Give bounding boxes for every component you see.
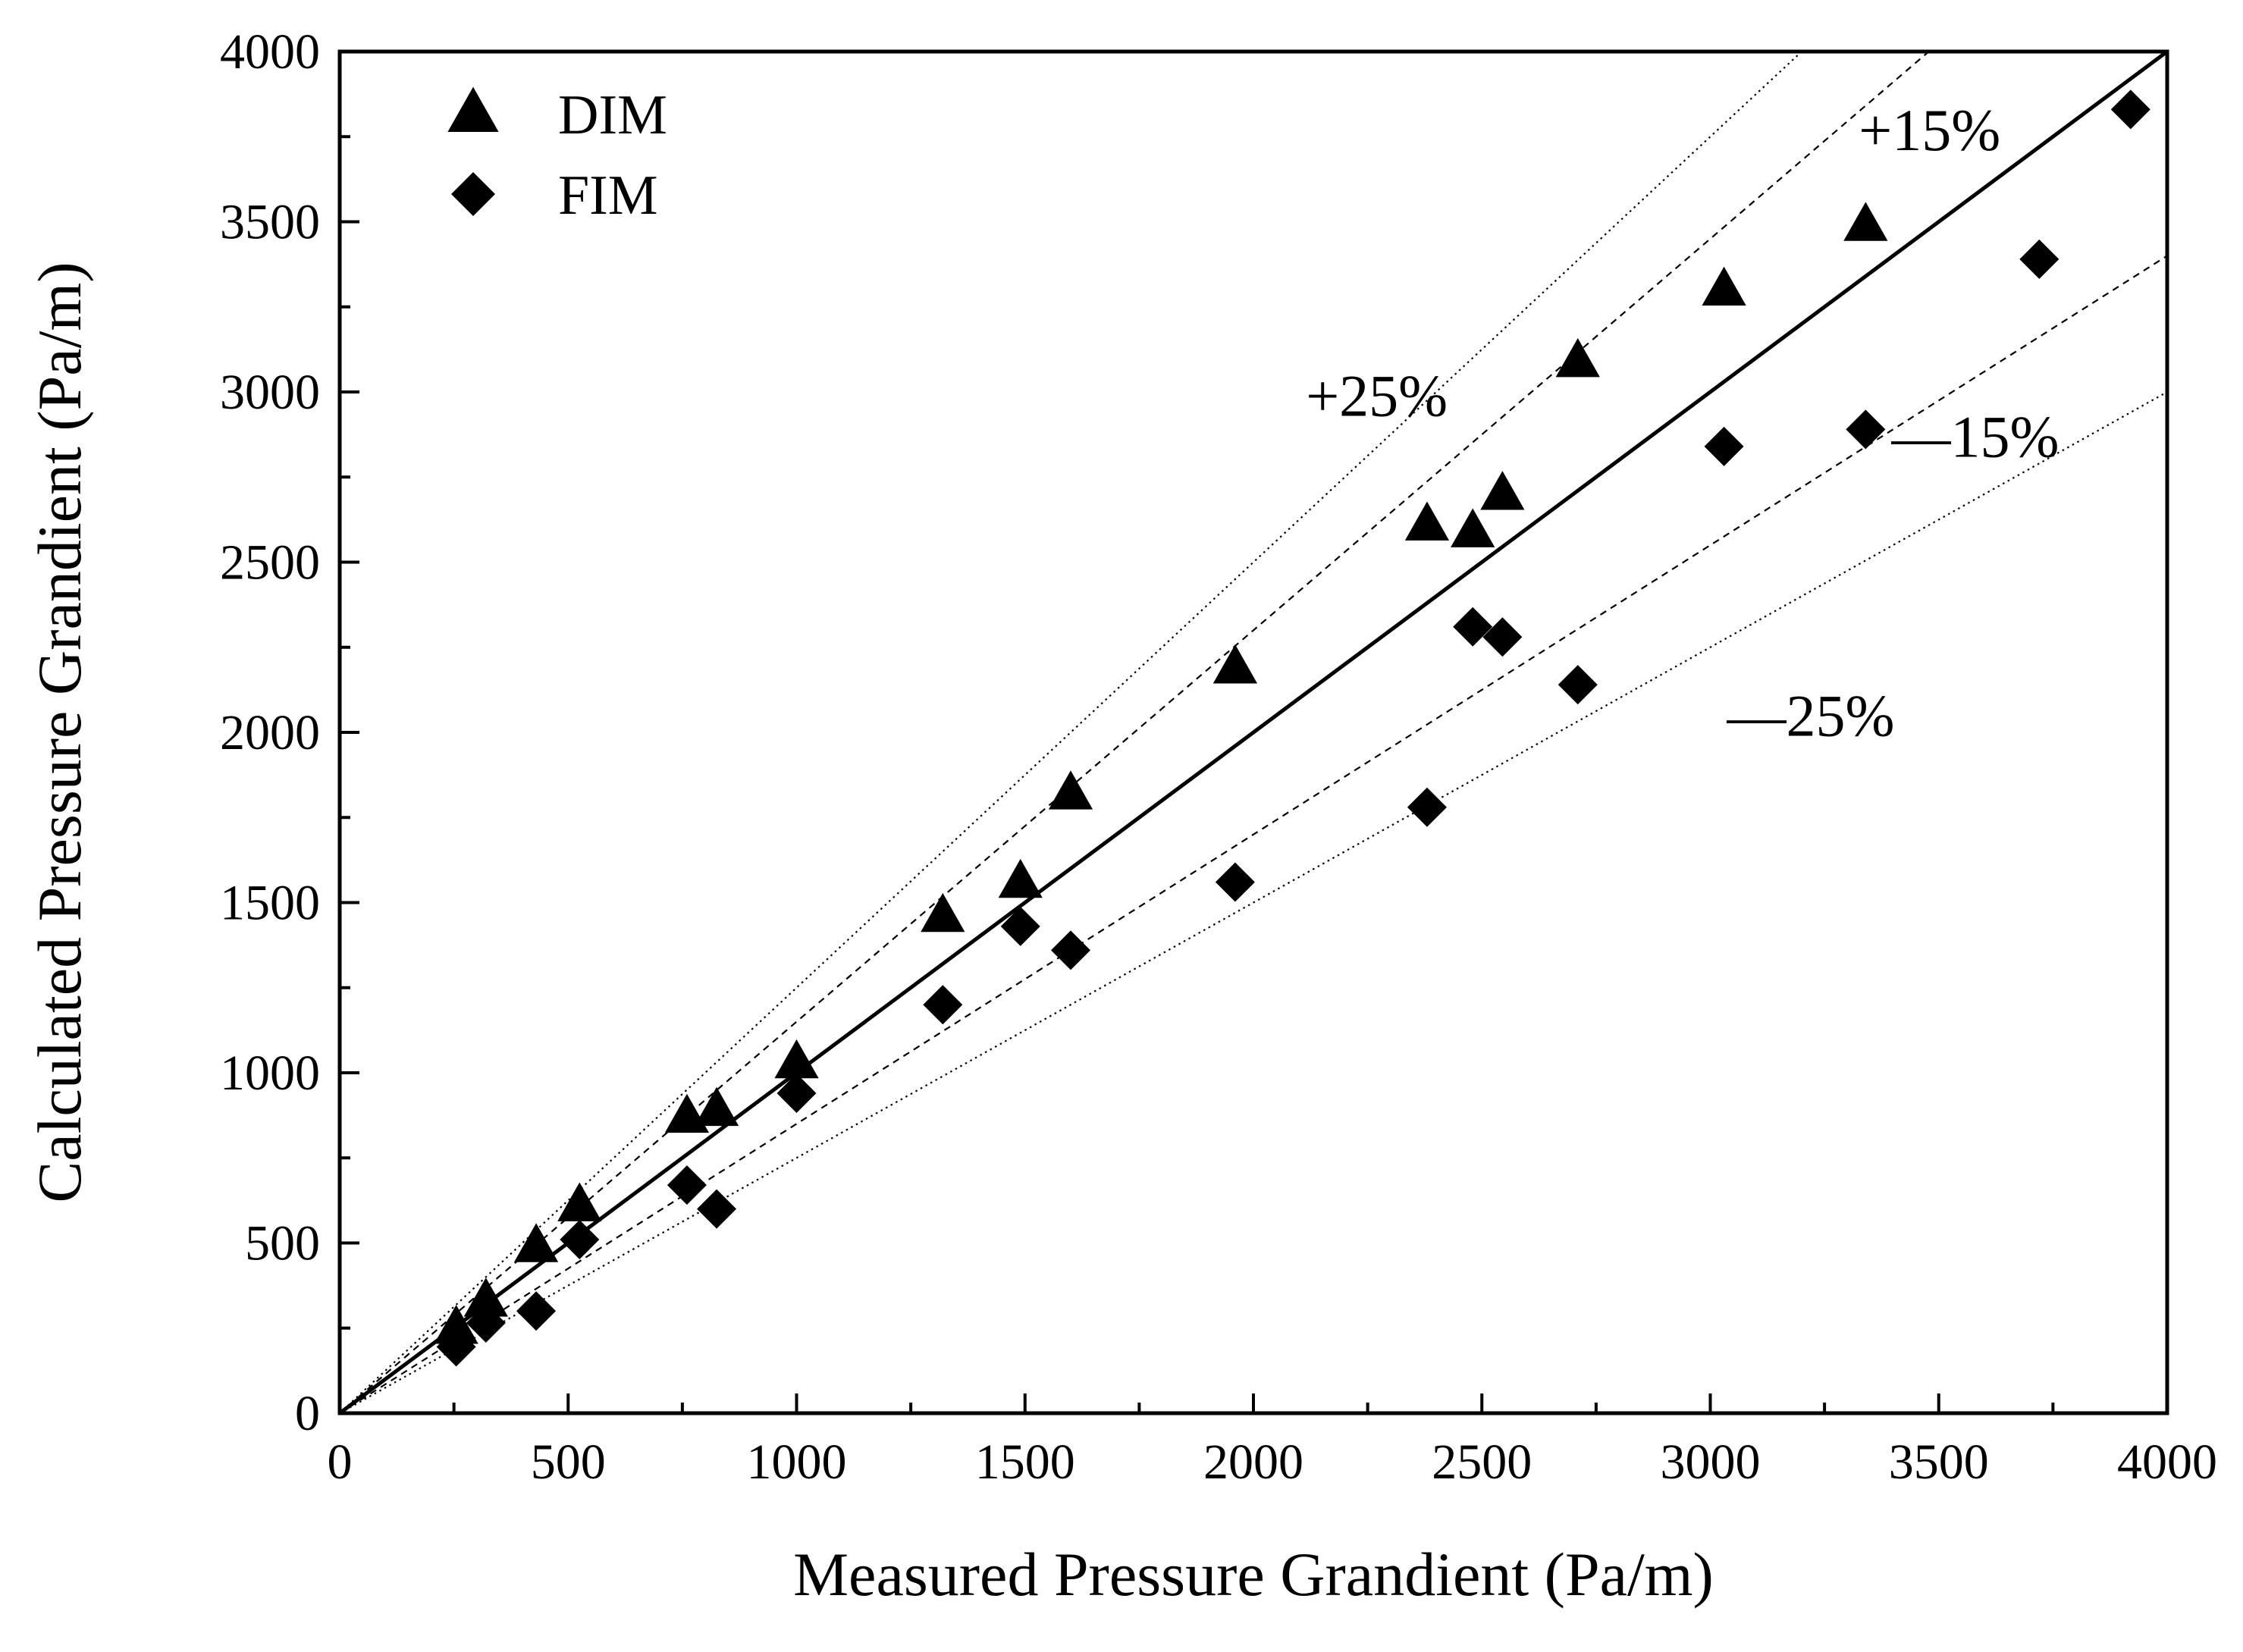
dim-point-5 xyxy=(694,1086,739,1127)
annotation-plus-15: +15% xyxy=(1859,97,2000,163)
fim-point-12 xyxy=(1453,607,1493,647)
fim-point-16 xyxy=(1846,409,1886,450)
fim-point-9 xyxy=(1051,930,1090,970)
dim-point-1 xyxy=(463,1277,508,1317)
x-tick-label-8: 4000 xyxy=(2117,1434,2217,1490)
y-tick-label-4: 2000 xyxy=(220,705,320,760)
reference-lines xyxy=(340,52,2167,1413)
x-tick-label-0: 0 xyxy=(328,1434,353,1490)
y-tick-label-3: 1500 xyxy=(220,876,320,931)
y-tick-label-8: 4000 xyxy=(220,24,320,80)
reference-line-4 xyxy=(340,391,2167,1413)
fim-point-5 xyxy=(697,1189,737,1229)
fim-point-2 xyxy=(516,1291,557,1331)
y-tick-label-0: 0 xyxy=(295,1386,320,1441)
fim-point-15 xyxy=(1704,426,1744,466)
fim-point-8 xyxy=(1000,906,1040,946)
fim-point-14 xyxy=(1558,665,1598,705)
dim-point-9 xyxy=(1048,770,1093,810)
fim-point-7 xyxy=(923,985,963,1025)
x-tick-label-1: 500 xyxy=(531,1434,606,1490)
x-tick-label-6: 3000 xyxy=(1661,1434,1761,1490)
dim-point-11 xyxy=(1404,501,1450,541)
dim-point-16 xyxy=(1843,202,1888,241)
fim-point-4 xyxy=(667,1165,707,1205)
y-tick-label-6: 3000 xyxy=(220,365,320,420)
fim-point-6 xyxy=(776,1073,817,1113)
reference-line-2 xyxy=(340,255,2167,1413)
legend-marker-fim xyxy=(451,172,495,216)
dim-point-14 xyxy=(1555,337,1600,378)
fim-point-18 xyxy=(2110,89,2150,130)
annotation-plus-25: +25% xyxy=(1306,362,1448,428)
x-tick-label-5: 2500 xyxy=(1432,1434,1532,1490)
legend: DIM FIM xyxy=(447,84,667,227)
dim-point-12 xyxy=(1451,508,1495,547)
axis-ticks xyxy=(338,50,2169,1415)
dim-point-8 xyxy=(998,858,1043,898)
x-tick-label-3: 1500 xyxy=(975,1434,1075,1490)
reference-line-0 xyxy=(340,52,2167,1413)
x-tick-label-4: 2000 xyxy=(1203,1434,1303,1490)
fim-point-10 xyxy=(1215,862,1255,902)
legend-label-fim: FIM xyxy=(558,165,658,227)
axis-tick-labels: 0 500 1000 1500 2000 2500 3000 3500 4000 0 500 1000… xyxy=(220,24,2217,1490)
dim-point-7 xyxy=(921,892,965,933)
fim-point-17 xyxy=(2019,239,2059,279)
data-points xyxy=(434,89,2150,1367)
legend-label-dim: DIM xyxy=(558,84,667,146)
y-tick-label-2: 1000 xyxy=(220,1045,320,1101)
fim-point-1 xyxy=(466,1303,506,1343)
x-tick-label-2: 1000 xyxy=(747,1434,847,1490)
reference-line-3 xyxy=(340,52,1803,1413)
annotation-minus-15: —15% xyxy=(1890,403,2059,469)
dim-point-3 xyxy=(557,1182,602,1221)
band-annotations: +15% —15% +25% —25% xyxy=(1306,97,2059,748)
x-axis-title: Measured Pressure Grandient (Pa/m) xyxy=(793,1540,1714,1609)
fim-point-0 xyxy=(436,1327,476,1367)
annotation-minus-25: —25% xyxy=(1727,682,1895,748)
dim-point-2 xyxy=(513,1223,559,1262)
dim-point-15 xyxy=(1702,266,1746,306)
fim-point-11 xyxy=(1407,787,1447,827)
y-tick-label-5: 2500 xyxy=(220,535,320,591)
y-tick-label-1: 500 xyxy=(245,1216,320,1271)
legend-marker-dim xyxy=(447,86,499,132)
y-axis-title: Calculated Pressure Grandient (Pa/m) xyxy=(25,262,94,1202)
dim-point-6 xyxy=(774,1039,819,1079)
dim-point-0 xyxy=(434,1305,478,1344)
fim-point-13 xyxy=(1482,617,1523,657)
y-tick-label-7: 3500 xyxy=(220,195,320,250)
dim-point-13 xyxy=(1480,471,1525,510)
x-tick-label-7: 3500 xyxy=(1889,1434,1989,1490)
fim-point-3 xyxy=(560,1220,600,1260)
dim-point-10 xyxy=(1212,644,1258,684)
reference-line-1 xyxy=(340,52,1931,1413)
